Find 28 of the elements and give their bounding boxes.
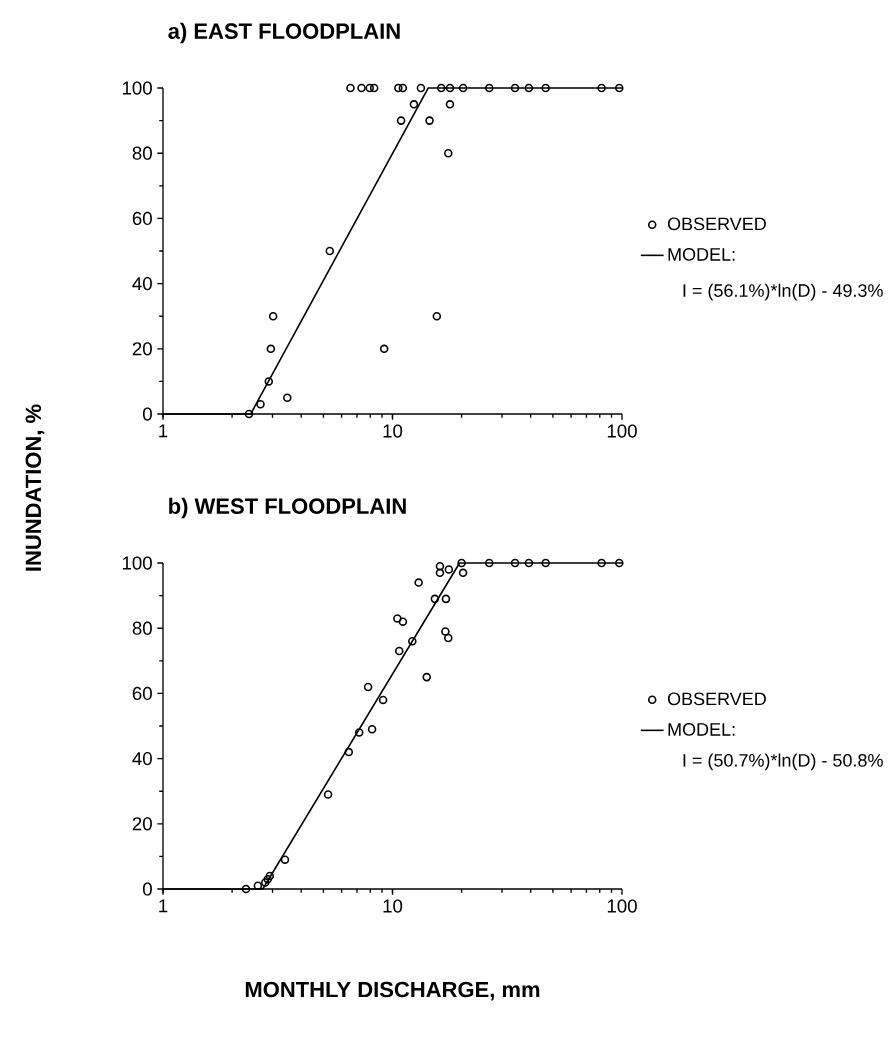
- chart-title: b) WEST FLOODPLAIN: [169, 497, 406, 519]
- y-tick-label: 60: [132, 211, 152, 226]
- text: I = (50.7%)*ln(D) - 50.8%: [683, 753, 883, 771]
- y-tick-label: 20: [132, 342, 152, 356]
- x-tick-label: 1: [159, 899, 168, 913]
- y-tick-label: 40: [132, 276, 152, 291]
- y-tick-label: 80: [132, 146, 152, 160]
- x-tick-label: 10: [383, 424, 403, 438]
- text: I = (56.1%)*ln(D) - 49.3%: [683, 283, 883, 301]
- chart-title: a) EAST FLOODPLAIN: [168, 22, 400, 44]
- y-tick-label: 60: [132, 686, 152, 701]
- x-tick-label: 100: [607, 424, 637, 438]
- y-tick-label: 0: [142, 407, 152, 421]
- x-tick-label: 100: [607, 899, 637, 913]
- x-axis-title: MONTHLY DISCHARGE, mm: [245, 981, 540, 1001]
- y-tick-label: 100: [122, 81, 152, 95]
- legend-label: MODEL:: [668, 723, 735, 736]
- y-tick-label: 100: [122, 556, 152, 570]
- legend-label: OBSERVED: [667, 692, 766, 706]
- legend-label: MODEL:: [668, 248, 735, 261]
- legend-label: OBSERVED: [667, 217, 766, 231]
- y-tick-label: 80: [132, 621, 152, 635]
- y-tick-label: 0: [142, 882, 152, 896]
- y-tick-label: 20: [132, 817, 152, 831]
- y-tick-label: 40: [132, 751, 152, 766]
- x-tick-label: 1: [159, 424, 168, 438]
- x-tick-label: 10: [383, 899, 403, 913]
- y-axis-title: INUNDATION, %: [25, 404, 45, 571]
